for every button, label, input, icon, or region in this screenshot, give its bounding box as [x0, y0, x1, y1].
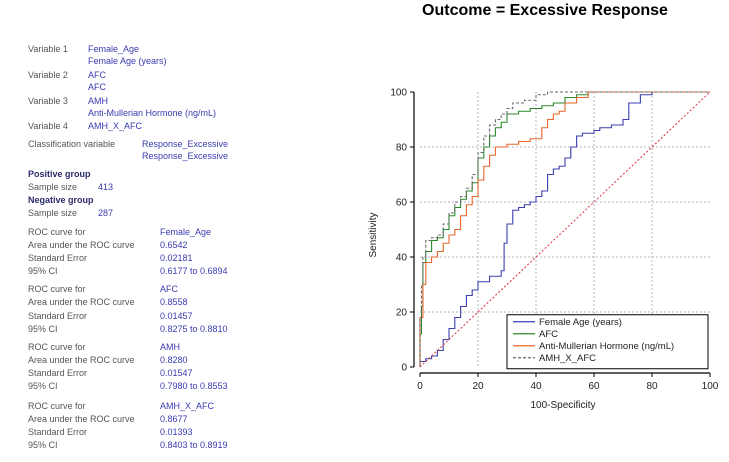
roc-ci-label: 95% CI	[28, 266, 58, 276]
roc-auc-label: Area under the ROC curve	[28, 297, 135, 307]
roc-ci-label: 95% CI	[28, 440, 58, 450]
variable-3-desc: Anti-Mullerian Hormone (ng/mL)	[88, 108, 217, 118]
roc-1-ci: 0.6177 to 0.6894	[160, 266, 228, 276]
roc-series-line	[419, 91, 710, 367]
chart-title: Outcome = Excessive Response	[422, 2, 668, 19]
x-tick-label: 60	[588, 381, 600, 392]
variable-3-label: Variable 3	[28, 96, 68, 106]
roc-auc-label: Area under the ROC curve	[28, 355, 135, 365]
variable-4-name: AMH_X_AFC	[88, 121, 143, 131]
chart-ticks: 0 20 40 60 80 100 0 20 40 60 80 100	[390, 88, 718, 393]
roc-1-variable: Female_Age	[160, 227, 212, 237]
x-tick-label: 40	[530, 381, 542, 392]
roc-se-label: Standard Error	[28, 253, 88, 263]
y-tick-label: 100	[390, 88, 407, 99]
y-tick-label: 0	[401, 363, 407, 374]
roc-series-line	[419, 91, 710, 367]
roc-ci-label: 95% CI	[28, 381, 58, 391]
x-tick-label: 80	[646, 381, 658, 392]
x-tick-label: 0	[417, 381, 423, 392]
y-tick-label: 60	[396, 198, 408, 209]
roc-3-ci: 0.7980 to 0.8553	[160, 381, 228, 391]
roc-curve-label: ROC curve for	[28, 227, 86, 237]
y-tick-label: 20	[396, 308, 408, 319]
negative-group-heading: Negative group	[28, 195, 94, 205]
roc-3-auc: 0.8280	[160, 355, 188, 365]
roc-se-label: Standard Error	[28, 427, 88, 437]
variable-4-label: Variable 4	[28, 121, 68, 131]
roc-statistics-panel: Variable 1 Female_Age Female Age (years)…	[0, 0, 360, 462]
variable-2-label: Variable 2	[28, 70, 68, 80]
roc-4-ci: 0.8403 to 0.8919	[160, 440, 228, 450]
roc-2-variable: AFC	[160, 284, 178, 294]
variable-3-name: AMH	[88, 96, 108, 106]
roc-auc-label: Area under the ROC curve	[28, 414, 135, 424]
roc-2-se: 0.01457	[160, 311, 193, 321]
classification-label: Classification variable	[28, 139, 116, 149]
chart-axes	[413, 92, 710, 374]
roc-chart: 0 20 40 60 80 100 0 20 40 60 80 100 Female Age (yea…	[368, 88, 719, 412]
roc-auc-label: Area under the ROC curve	[28, 240, 135, 250]
roc-4-variable: AMH_X_AFC	[160, 401, 215, 411]
variable-1-desc: Female Age (years)	[88, 56, 167, 66]
variable-2-desc: AFC	[88, 82, 106, 92]
legend-entry: Anti-Mullerian Hormone (ng/mL)	[539, 341, 674, 352]
chart-series	[419, 91, 711, 368]
roc-ci-label: 95% CI	[28, 324, 58, 334]
x-tick-label: 100	[702, 381, 719, 392]
classification-desc: Response_Excessive	[142, 151, 229, 161]
roc-1-se: 0.02181	[160, 253, 193, 263]
legend-box	[506, 314, 709, 370]
roc-2-ci: 0.8275 to 0.8810	[160, 324, 228, 334]
roc-4-auc: 0.8677	[160, 414, 188, 424]
classification-name: Response_Excessive	[142, 139, 229, 149]
reference-diagonal-line	[419, 91, 711, 368]
positive-size-label: Sample size	[28, 182, 78, 192]
legend-entry: AFC	[539, 329, 558, 340]
roc-3-variable: AMH	[160, 342, 180, 352]
negative-size-label: Sample size	[28, 208, 78, 218]
roc-curve-label: ROC curve for	[28, 284, 86, 294]
x-tick-label: 20	[472, 381, 484, 392]
roc-curve-label: ROC curve for	[28, 401, 86, 411]
legend-entry: AMH_X_AFC	[539, 353, 596, 364]
y-tick-label: 80	[396, 143, 408, 154]
roc-4-se: 0.01393	[160, 427, 193, 437]
positive-group-heading: Positive group	[28, 169, 91, 179]
roc-series-line	[419, 91, 710, 367]
y-axis-label: Sensitivity	[368, 212, 379, 257]
y-tick-label: 40	[396, 253, 408, 264]
roc-1-auc: 0.6542	[160, 240, 188, 250]
roc-3-se: 0.01547	[160, 368, 193, 378]
roc-curve-label: ROC curve for	[28, 342, 86, 352]
chart-grid	[420, 92, 710, 367]
roc-se-label: Standard Error	[28, 368, 88, 378]
positive-size-value: 413	[98, 182, 114, 192]
variable-1-label: Variable 1	[28, 44, 68, 54]
negative-size-value: 287	[98, 208, 114, 218]
roc-2-auc: 0.8558	[160, 297, 188, 307]
roc-series-line	[419, 91, 710, 367]
x-axis-label: 100-Specificity	[530, 400, 595, 411]
legend-entry: Female Age (years)	[539, 317, 622, 328]
variable-2-name: AFC	[88, 70, 106, 80]
variable-1-name: Female_Age	[88, 44, 140, 54]
roc-se-label: Standard Error	[28, 311, 88, 321]
